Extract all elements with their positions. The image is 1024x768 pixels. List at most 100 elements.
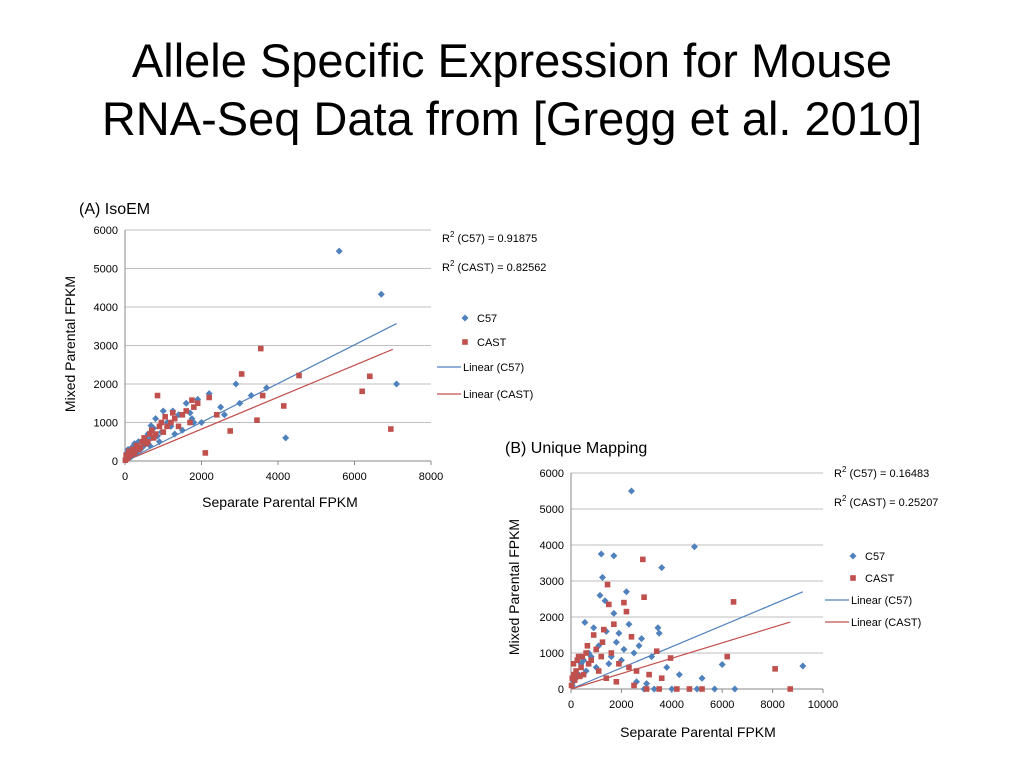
cast-point bbox=[123, 452, 129, 459]
c57-point bbox=[247, 392, 255, 400]
tick-labels: 0 1000 2000 3000 4000 5000 6000 0 2000 4000 6000 80… bbox=[540, 468, 839, 711]
cast-point bbox=[367, 373, 373, 380]
cast-point bbox=[238, 371, 245, 377]
cast-point bbox=[171, 415, 178, 422]
cast-point bbox=[170, 410, 176, 416]
data-points bbox=[122, 247, 401, 464]
cast-point bbox=[150, 435, 157, 441]
c57-point bbox=[690, 543, 698, 551]
c57-point bbox=[236, 399, 244, 407]
c57-point bbox=[182, 399, 190, 407]
cast-point bbox=[787, 686, 794, 692]
cast-point bbox=[141, 435, 147, 441]
y-tick-label: 2000 bbox=[540, 612, 564, 624]
c57-point bbox=[159, 407, 167, 415]
c57-point bbox=[711, 685, 719, 693]
y-tick-label: 1000 bbox=[540, 648, 564, 660]
chart-isoem: (A) IsoEM 0 1000 2000 3000 4000 5000 6000 0 2000… bbox=[62, 201, 546, 510]
c57-point bbox=[335, 247, 343, 255]
cast-point bbox=[162, 413, 168, 420]
legend-label: Linear (C57) bbox=[851, 595, 912, 607]
x-tick-label: 4000 bbox=[266, 471, 290, 483]
cast-point bbox=[135, 446, 142, 453]
cast-point bbox=[730, 599, 737, 605]
c57-point bbox=[663, 663, 671, 671]
cast-point bbox=[158, 419, 165, 426]
legend-c57-marker bbox=[849, 552, 857, 560]
r-squared-cast: R2 (CAST) = 0.82562 bbox=[442, 259, 546, 274]
cast-point bbox=[640, 556, 646, 563]
y-tick-label: 0 bbox=[558, 684, 564, 696]
c57-point bbox=[592, 663, 600, 671]
legend-label: C57 bbox=[865, 551, 885, 563]
c57-point bbox=[607, 653, 615, 661]
c57-point bbox=[668, 685, 676, 693]
c57-point bbox=[232, 380, 240, 388]
c57-point bbox=[601, 597, 609, 605]
y-tick-label: 4000 bbox=[94, 302, 118, 314]
cast-point bbox=[646, 671, 652, 678]
cast-point bbox=[280, 403, 287, 409]
y-tick-label: 3000 bbox=[94, 341, 118, 353]
x-tick-label: 4000 bbox=[660, 699, 684, 711]
cast-point bbox=[613, 679, 620, 685]
cast-point bbox=[175, 423, 182, 430]
c57-point bbox=[152, 415, 160, 423]
cast-point bbox=[585, 661, 592, 667]
cast-point bbox=[724, 653, 731, 660]
cast-point bbox=[772, 666, 778, 672]
c57-point bbox=[612, 638, 620, 646]
cast-point bbox=[139, 438, 146, 445]
c57-point bbox=[615, 629, 623, 637]
cast-point bbox=[641, 594, 647, 600]
c57-trendline bbox=[124, 323, 397, 462]
y-tick-label: 3000 bbox=[540, 576, 564, 588]
axes bbox=[124, 230, 432, 465]
cast-point bbox=[148, 427, 155, 433]
legend-label: CAST bbox=[865, 573, 895, 585]
trendlines bbox=[124, 323, 397, 462]
cast-point bbox=[189, 397, 195, 403]
cast-point bbox=[626, 664, 632, 671]
cast-point bbox=[588, 657, 594, 663]
cast-point bbox=[570, 661, 577, 667]
gridlines bbox=[571, 472, 823, 654]
r-squared-cast: R2 (CAST) = 0.25207 bbox=[834, 494, 938, 509]
cast-point bbox=[575, 653, 582, 660]
c57-point bbox=[675, 671, 683, 679]
y-tick-label: 1000 bbox=[94, 418, 118, 430]
c57-point bbox=[635, 642, 643, 650]
x-tick-label: 8000 bbox=[419, 471, 443, 483]
c57-point bbox=[596, 591, 604, 599]
cast-point bbox=[147, 431, 153, 437]
cast-point bbox=[643, 686, 650, 692]
c57-point bbox=[625, 620, 633, 628]
legend-cast-marker bbox=[850, 575, 856, 581]
chart-title: (A) IsoEM bbox=[79, 201, 150, 218]
cast-point bbox=[183, 408, 189, 414]
cast-point bbox=[164, 423, 170, 430]
cast-point bbox=[616, 661, 622, 667]
c57-point bbox=[393, 380, 401, 388]
cast-point bbox=[129, 446, 136, 453]
cast-trendline bbox=[124, 348, 393, 462]
cast-point bbox=[254, 417, 260, 423]
cast-point bbox=[606, 601, 612, 608]
cast-point bbox=[584, 643, 591, 649]
gridlines bbox=[125, 229, 431, 423]
c57-point bbox=[610, 609, 618, 617]
x-tick-label: 0 bbox=[568, 699, 574, 711]
cast-point bbox=[156, 423, 163, 430]
c57-point bbox=[580, 656, 588, 664]
cast-point bbox=[574, 657, 581, 663]
cast-point bbox=[611, 621, 617, 627]
legend-label: Linear (CAST) bbox=[463, 389, 533, 401]
c57-point bbox=[605, 660, 613, 668]
x-axis-label: Separate Parental FPKM bbox=[202, 494, 358, 510]
y-tick-label: 0 bbox=[112, 456, 118, 468]
cast-point bbox=[296, 372, 302, 379]
y-tick-label: 6000 bbox=[540, 468, 564, 480]
cast-point bbox=[590, 632, 597, 638]
c57-point bbox=[282, 434, 290, 442]
r-squared-c57: R2 (C57) = 0.91875 bbox=[442, 230, 537, 245]
